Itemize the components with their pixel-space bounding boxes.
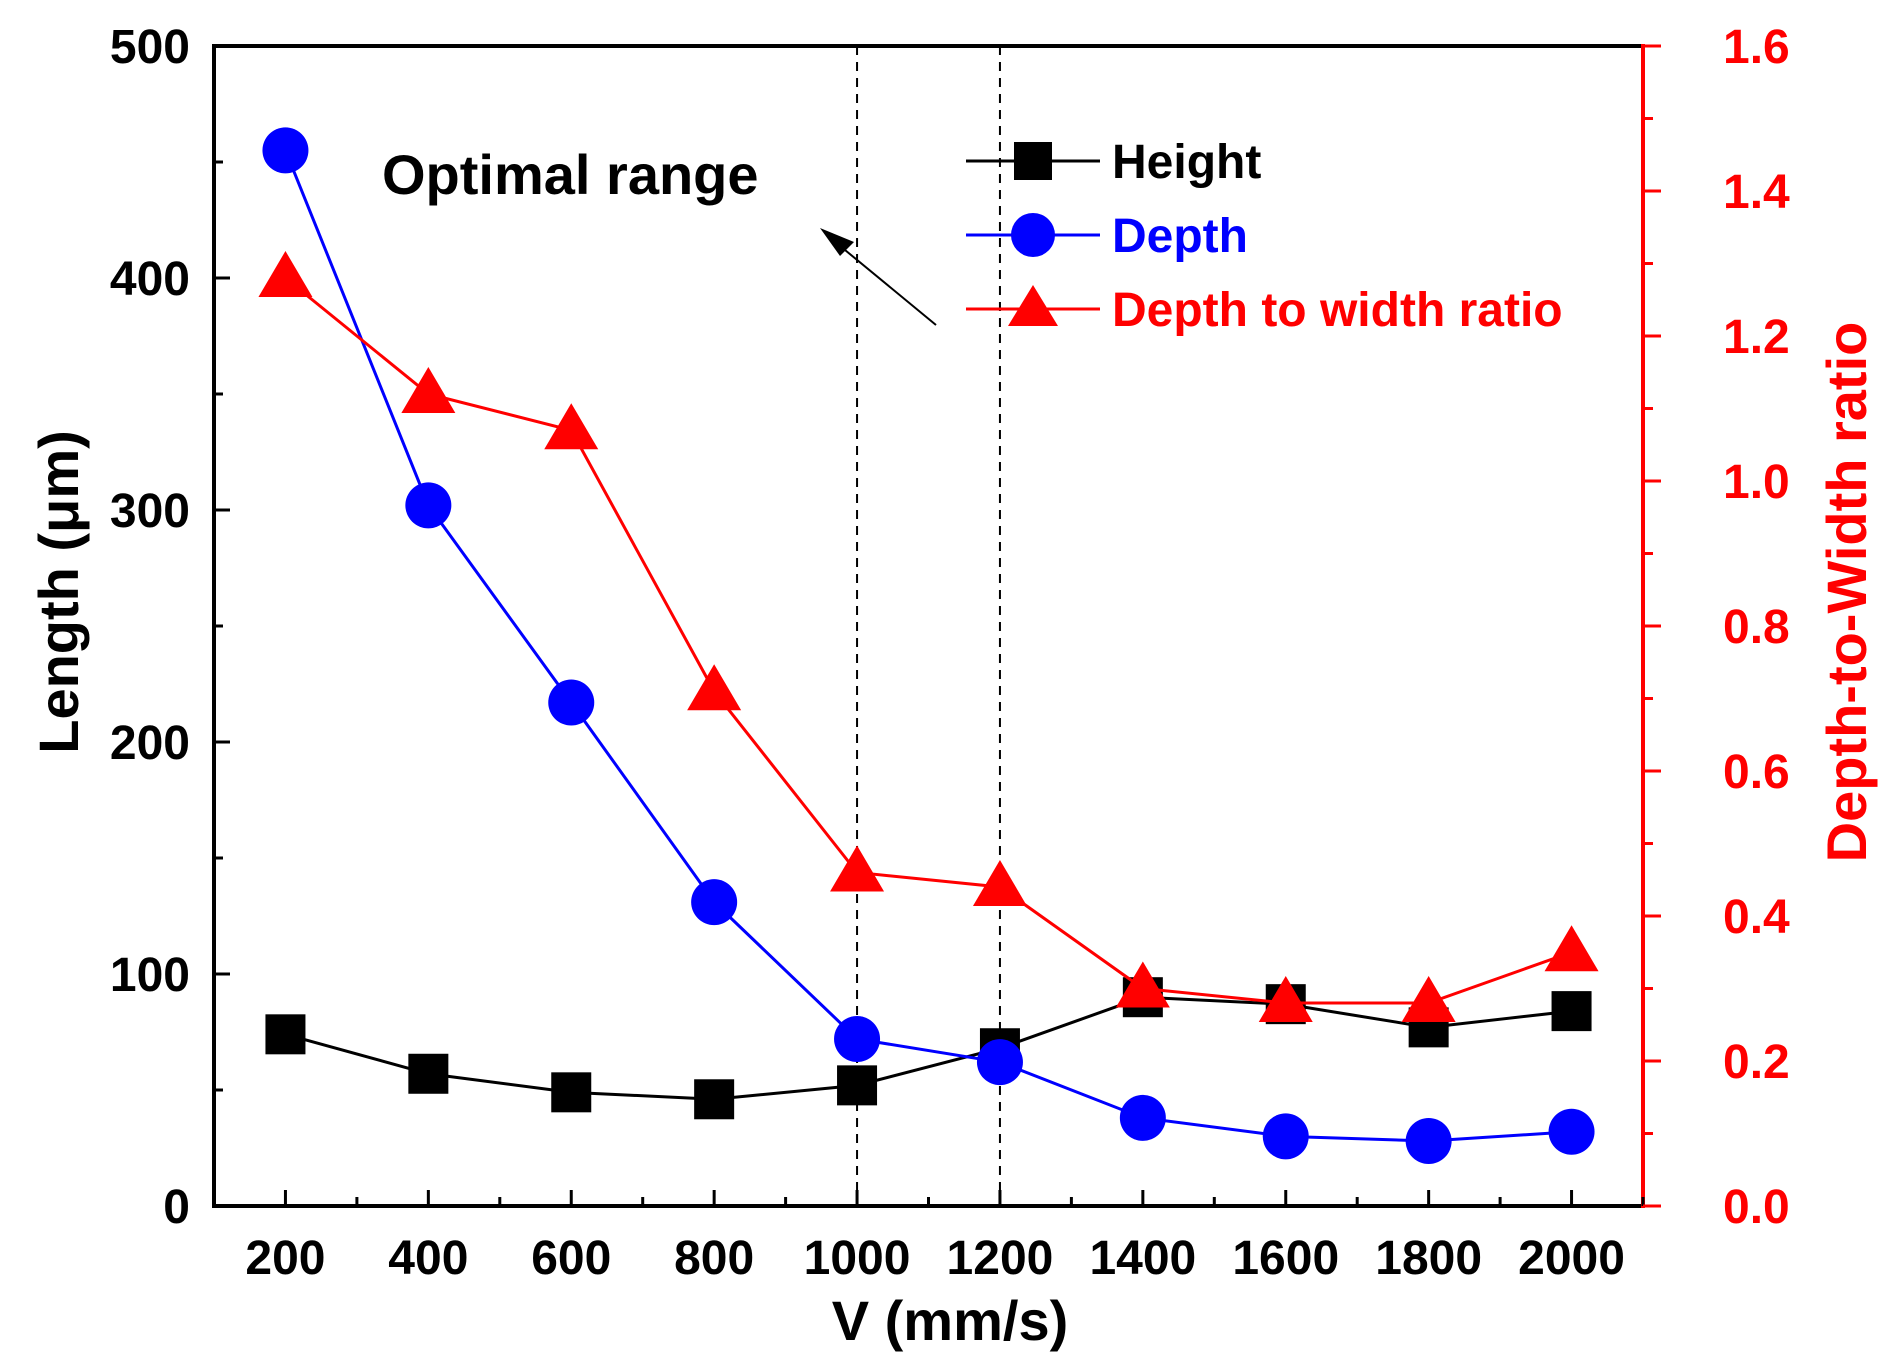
x-tick-label-2000: 2000 (1518, 1232, 1625, 1285)
data-point-height-200 (265, 1014, 306, 1055)
y-tick-label-500: 500 (110, 21, 190, 74)
legend-label-depth: Depth (1112, 210, 1248, 263)
data-point-depth-to-width-ratio-400 (401, 367, 456, 413)
data-point-height-600 (551, 1072, 592, 1113)
x-tick-label-1000: 1000 (804, 1232, 911, 1285)
data-point-depth-to-width-ratio-200 (258, 251, 313, 297)
axes-layer: 200 400 600 800 1000 1200 1400 1600 1800 2000 0 100… (110, 21, 1790, 1285)
y-tick-label-100: 100 (110, 949, 190, 1002)
legend-item-ratio: Depth to width ratio (966, 284, 1563, 337)
data-point-depth-1200 (976, 1039, 1023, 1086)
series-layer (258, 127, 1599, 1165)
data-point-height-800 (694, 1079, 735, 1120)
legend-item-depth: Depth (966, 210, 1248, 263)
series-line-depth (284, 149, 1572, 1143)
annotation-label: Optimal range (382, 143, 759, 206)
data-point-depth-400 (405, 482, 452, 529)
data-point-depth-to-width-ratio-600 (544, 403, 599, 450)
y2-tick-label-0.0: 0.0 (1723, 1181, 1790, 1234)
data-point-depth-to-width-ratio-1600 (1258, 976, 1313, 1022)
optimal-range-annotation: Optimal range (382, 143, 937, 326)
y-axis-title: Length (μm) (27, 430, 90, 754)
plot-area (856, 46, 1001, 1206)
y2-tick-label-1.6: 1.6 (1723, 21, 1790, 74)
y2-tick-label-0.4: 0.4 (1723, 891, 1790, 944)
y-tick-label-0: 0 (163, 1181, 190, 1234)
data-point-depth-to-width-ratio-1400 (1115, 961, 1170, 1008)
data-point-depth-to-width-ratio-1200 (972, 860, 1027, 906)
data-point-depth-600 (548, 679, 595, 726)
y2-tick-label-0.8: 0.8 (1723, 601, 1790, 654)
legend-label-height: Height (1112, 136, 1261, 189)
y-tick-label-400: 400 (110, 253, 190, 306)
series-line-depth-to-width-ratio (284, 276, 1573, 1005)
annotation-arrowhead (820, 228, 854, 256)
data-point-depth-1000 (834, 1015, 881, 1062)
x-tick-label-400: 400 (388, 1232, 468, 1285)
legend: Height Depth Depth to width ratio (966, 136, 1563, 337)
series-line-height (285, 995, 1572, 1101)
y2-tick-label-0.6: 0.6 (1723, 746, 1790, 799)
y2-tick-label-0.2: 0.2 (1723, 1036, 1790, 1089)
x-tick-label-1800: 1800 (1375, 1232, 1482, 1285)
data-point-depth-1800 (1405, 1118, 1452, 1165)
x-axis-title: V (mm/s) (832, 1289, 1069, 1352)
x-tick-label-800: 800 (674, 1232, 754, 1285)
data-point-depth-to-width-ratio-1800 (1401, 976, 1456, 1022)
y2-tick-label-1.0: 1.0 (1723, 456, 1790, 509)
x-tick-label-1200: 1200 (947, 1232, 1054, 1285)
data-point-depth-200 (262, 127, 309, 174)
data-point-depth-1600 (1262, 1113, 1309, 1160)
x-tick-label-1600: 1600 (1232, 1232, 1339, 1285)
y2-tick-label-1.2: 1.2 (1723, 311, 1790, 364)
data-point-depth-to-width-ratio-2000 (1544, 925, 1599, 972)
data-point-height-2000 (1551, 991, 1592, 1032)
data-point-depth-1400 (1119, 1094, 1166, 1141)
data-point-height-400 (408, 1053, 449, 1094)
data-point-height-1000 (837, 1065, 878, 1106)
y2-axis-title: Depth-to-Width ratio (1815, 322, 1878, 863)
x-tick-label-1400: 1400 (1089, 1232, 1196, 1285)
y-tick-label-200: 200 (110, 717, 190, 770)
legend-label-ratio: Depth to width ratio (1112, 284, 1563, 337)
data-point-depth-800 (691, 879, 738, 926)
y-tick-label-300: 300 (110, 485, 190, 538)
data-point-depth-to-width-ratio-800 (687, 664, 742, 711)
x-tick-label-600: 600 (531, 1232, 611, 1285)
data-point-depth-to-width-ratio-1000 (830, 845, 885, 892)
annotation-arrow-line (844, 249, 937, 326)
legend-item-height: Height (966, 136, 1261, 189)
y2-tick-label-1.4: 1.4 (1723, 166, 1790, 219)
data-point-depth-2000 (1548, 1108, 1595, 1155)
x-tick-label-200: 200 (245, 1232, 325, 1285)
